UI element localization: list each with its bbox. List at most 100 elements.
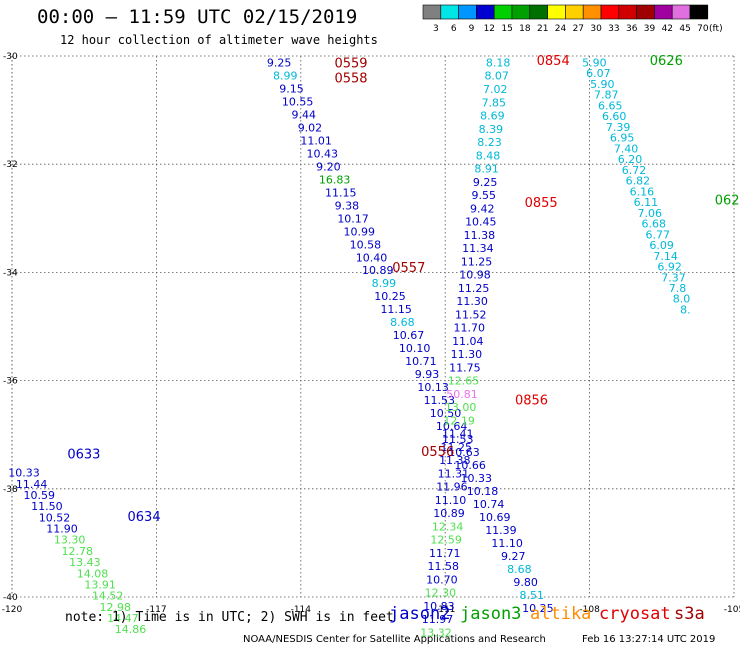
wave-height-value: 10.45 (465, 216, 497, 229)
latitude-label: -38 (3, 485, 18, 495)
wave-height-value: 10.74 (473, 498, 505, 511)
wave-height-value: 11.15 (325, 186, 357, 199)
map-grid: -120 -117 -114 -111 -108 -105 -30 -32 -34 -36 -38 -… (2, 52, 740, 615)
wave-height-value: 9.20 (316, 160, 341, 173)
legend-swatch (511, 4, 531, 20)
legend-swatch (440, 4, 459, 20)
wave-height-value: 11.44 (16, 478, 48, 491)
wave-height-value: 8.07 (484, 70, 509, 83)
wave-height-value: 10.64 (436, 420, 468, 433)
wave-height-value: 8.91 (474, 163, 499, 176)
wave-height-value: 7.39 (606, 121, 631, 134)
longitude-label: -114 (291, 605, 312, 615)
legend-bin-label: 42 (662, 24, 673, 34)
wave-height-value: 10.13 (417, 381, 449, 394)
timestamp-text: Feb 16 13:27:14 UTC 2019 (582, 634, 716, 645)
wave-height-value: 10.66 (454, 459, 486, 472)
legend-bin-label: 70 (697, 24, 709, 34)
wave-height-value: 6.65 (598, 99, 623, 112)
latitude-label: -32 (3, 160, 18, 170)
wave-height-value: 10.25 (522, 602, 554, 615)
track-3: 5.906.075.907.876.656.607.396.957.406.20… (582, 56, 691, 316)
wave-height-value: 14.08 (77, 567, 109, 580)
pass-time-label: 0855 (525, 196, 558, 211)
legend-swatch (600, 4, 620, 20)
wave-height-value: 11.38 (439, 454, 471, 467)
wave-height-value: 9.25 (267, 56, 292, 69)
wave-height-value: 10.63 (448, 446, 480, 459)
legend-bin-label: 36 (626, 24, 638, 34)
wave-height-value: 10.50 (430, 407, 462, 420)
wave-height-value: 11.34 (462, 242, 494, 255)
wave-height-value: 12.19 (443, 414, 475, 427)
legend-bin-label: 33 (608, 24, 619, 34)
wave-height-value: 6.77 (645, 228, 670, 241)
legend-bin-label: 12 (484, 24, 495, 34)
wave-height-value: 9.25 (473, 176, 498, 189)
wave-height-value: 8.23 (477, 136, 502, 149)
longitude-label: -105 (724, 605, 740, 615)
pass-time-label: 0556 (421, 445, 454, 460)
wave-height-value: 10.99 (343, 225, 375, 238)
wave-height-value: 6.68 (642, 218, 667, 231)
wave-height-value: 8.99 (372, 277, 397, 290)
wave-height-value: 10.89 (362, 264, 394, 277)
wave-height-value: 8. (680, 303, 691, 316)
wave-height-value: 11.25 (458, 282, 490, 295)
wave-height-value: 10.55 (282, 95, 314, 108)
legend-swatch (529, 4, 548, 20)
legend-swatch (422, 4, 442, 20)
wave-height-value: 11.96 (436, 481, 468, 494)
wave-height-value: 6.95 (610, 132, 635, 145)
legend-altika: altika (530, 604, 592, 624)
legend-cryosat: cryosat (599, 604, 671, 624)
wave-height-value: 11.01 (300, 134, 332, 147)
wave-height-value: 6.09 (649, 239, 674, 252)
wave-height-value: 12.34 (432, 520, 464, 533)
legend-bin-label: 21 (537, 24, 548, 34)
legend-bin-label: 15 (501, 24, 512, 34)
wave-height-value: 6.82 (626, 175, 651, 188)
legend-bin-label: 24 (555, 24, 567, 34)
wave-height-value: 10.67 (393, 329, 425, 342)
longitude-label: -120 (2, 605, 23, 615)
wave-height-value: 11.04 (452, 335, 484, 348)
wave-height-value: 10.17 (337, 212, 369, 225)
wave-height-value: 7.40 (614, 142, 639, 155)
wave-height-value: 6.72 (622, 164, 647, 177)
pass-time-label: 0633 (67, 448, 100, 463)
wave-height-value: 10.25 (374, 290, 406, 303)
wave-height-value: 10.69 (479, 511, 511, 524)
pass-time-label: 0557 (392, 261, 425, 276)
legend-jason2: jason2 (389, 604, 451, 624)
color-legend: 3 6 9 12 15 18 21 24 27 30 33 36 39 42 45 70 (ft) (422, 4, 723, 34)
longitude-label: -117 (146, 605, 166, 615)
wave-height-value: 11.39 (485, 524, 517, 537)
wave-height-value: 6.60 (602, 110, 627, 123)
wave-height-value: 11.25 (461, 255, 493, 268)
wave-height-value: 11.50 (31, 500, 63, 513)
wave-height-value: 12.98 (100, 601, 132, 614)
wave-height-value: 13.43 (69, 556, 101, 569)
wave-height-value: 10.10 (399, 342, 431, 355)
wave-height-value: 10.89 (433, 507, 465, 520)
wave-height-value: 6.07 (586, 67, 611, 80)
wave-height-value: 10.40 (356, 251, 388, 264)
wave-height-value: 11.38 (464, 229, 496, 242)
wave-height-value: 10.52 (39, 511, 71, 524)
altimeter-tracks: 9.258.999.1510.559.449.0211.0110.439.201… (8, 56, 690, 639)
legend-swatch (582, 4, 602, 20)
wave-height-value: 16.83 (319, 173, 351, 186)
wave-height-value: 10.58 (350, 238, 382, 251)
wave-height-value: 7.02 (483, 83, 508, 96)
wave-height-value: 7.8 (669, 282, 687, 295)
wave-height-value: 11.15 (380, 303, 412, 316)
wave-height-value: 9.55 (471, 189, 496, 202)
wave-height-value: 7.37 (661, 271, 686, 284)
map-title: 00:00 – 11:59 UTC 02/15/2019 (37, 6, 358, 28)
wave-height-value: 8.51 (519, 589, 544, 602)
wave-height-value: 11.41 (442, 428, 474, 441)
legend-swatch (618, 4, 637, 20)
legend-unit: (ft) (709, 24, 723, 34)
